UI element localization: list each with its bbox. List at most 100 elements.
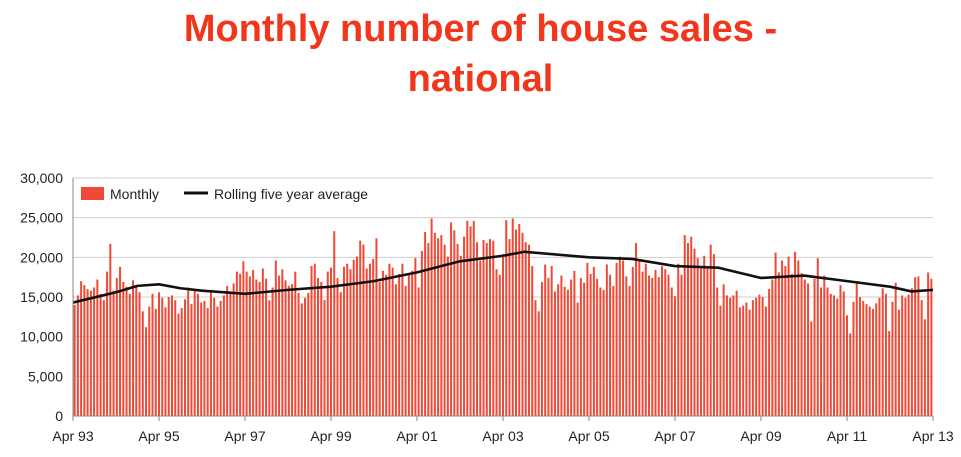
bar-monthly bbox=[505, 220, 508, 416]
bar-monthly bbox=[187, 287, 190, 416]
bar-monthly bbox=[213, 297, 216, 416]
bar-monthly bbox=[878, 297, 881, 416]
bar-monthly bbox=[635, 243, 638, 416]
bar-monthly bbox=[589, 273, 592, 416]
bar-monthly bbox=[346, 263, 349, 416]
bar-monthly bbox=[437, 238, 440, 416]
rolling-average-line bbox=[72, 250, 934, 304]
bar-monthly bbox=[628, 285, 631, 416]
bar-monthly bbox=[849, 333, 852, 416]
bar-monthly bbox=[274, 260, 277, 416]
x-tick-label: Apr 07 bbox=[654, 428, 695, 444]
bar-monthly bbox=[193, 290, 196, 416]
bar-monthly bbox=[102, 300, 105, 416]
y-tick-label: 5,000 bbox=[28, 368, 63, 384]
bar-monthly bbox=[914, 277, 917, 416]
bar-monthly bbox=[459, 255, 462, 416]
x-tick-label: Apr 93 bbox=[52, 428, 93, 444]
bar-monthly bbox=[109, 243, 112, 416]
bar-monthly bbox=[560, 275, 563, 416]
bar-monthly bbox=[910, 288, 913, 416]
bar-monthly bbox=[725, 295, 728, 416]
bar-monthly bbox=[135, 285, 138, 416]
bar-monthly bbox=[183, 299, 186, 416]
bar-monthly bbox=[485, 243, 488, 416]
bar-monthly bbox=[738, 307, 741, 416]
bar-monthly bbox=[553, 291, 556, 416]
bar-monthly bbox=[816, 258, 819, 416]
bar-monthly bbox=[612, 285, 615, 416]
bar-monthly bbox=[495, 269, 498, 416]
bar-monthly bbox=[771, 279, 774, 416]
bar-monthly bbox=[667, 274, 670, 416]
bar-monthly bbox=[823, 275, 826, 416]
bar-monthly bbox=[693, 248, 696, 416]
bar-monthly bbox=[576, 302, 579, 416]
bar-monthly bbox=[820, 287, 823, 416]
bar-monthly bbox=[800, 273, 803, 416]
bar-monthly bbox=[482, 239, 485, 416]
bar-monthly bbox=[216, 306, 219, 416]
x-tick-label: Apr 99 bbox=[310, 428, 351, 444]
bar-monthly bbox=[855, 282, 858, 416]
bar-monthly bbox=[930, 278, 933, 416]
bar-monthly bbox=[287, 285, 290, 416]
bar-monthly bbox=[722, 284, 725, 416]
bar-monthly bbox=[742, 305, 745, 416]
bar-monthly bbox=[145, 327, 148, 416]
bar-monthly bbox=[466, 220, 469, 416]
bar-monthly bbox=[709, 244, 712, 416]
bar-monthly bbox=[196, 293, 199, 416]
bar-monthly bbox=[803, 279, 806, 416]
chart-title-line-1: Monthly number of house sales - bbox=[183, 8, 778, 50]
x-tick-label: Apr 95 bbox=[138, 428, 179, 444]
bar-monthly bbox=[651, 277, 654, 416]
bar-monthly bbox=[271, 287, 274, 416]
x-tick-label: Apr 01 bbox=[396, 428, 437, 444]
bar-monthly bbox=[349, 269, 352, 416]
bar-monthly bbox=[336, 277, 339, 416]
bar-monthly bbox=[891, 301, 894, 416]
legend-monthly-swatch bbox=[81, 187, 104, 200]
bar-monthly bbox=[242, 261, 245, 416]
rolling-average-line-group bbox=[72, 250, 934, 304]
bar-monthly bbox=[888, 331, 891, 416]
bar-monthly bbox=[833, 295, 836, 416]
bar-monthly bbox=[557, 284, 560, 416]
bar-monthly bbox=[696, 258, 699, 416]
legend: Monthly Rolling five year average bbox=[81, 186, 368, 202]
bar-monthly bbox=[550, 266, 553, 416]
bar-monthly bbox=[138, 292, 141, 416]
bar-monthly bbox=[547, 277, 550, 416]
bar-monthly bbox=[813, 278, 816, 416]
bar-monthly bbox=[469, 226, 472, 416]
bar-monthly bbox=[489, 239, 492, 416]
bar-monthly bbox=[203, 300, 206, 416]
bar-monthly bbox=[265, 278, 268, 416]
y-tick-label: 25,000 bbox=[20, 210, 63, 226]
bar-monthly bbox=[596, 278, 599, 416]
bar-monthly bbox=[514, 229, 517, 416]
bar-monthly bbox=[86, 289, 89, 416]
bar-monthly bbox=[807, 283, 810, 416]
bar-monthly bbox=[427, 243, 430, 416]
bar-monthly bbox=[680, 274, 683, 416]
bar-monthly bbox=[132, 280, 135, 416]
bar-monthly bbox=[670, 287, 673, 416]
bar-monthly bbox=[719, 305, 722, 416]
bar-monthly bbox=[174, 300, 177, 416]
x-tick-label: Apr 09 bbox=[740, 428, 781, 444]
bar-monthly bbox=[359, 240, 362, 416]
bar-monthly bbox=[424, 231, 427, 416]
bar-monthly bbox=[310, 266, 313, 416]
bar-monthly bbox=[463, 236, 466, 416]
bar-monthly bbox=[430, 218, 433, 416]
bar-monthly bbox=[638, 260, 641, 416]
bar-monthly bbox=[420, 250, 423, 416]
bar-monthly bbox=[394, 284, 397, 416]
bar-monthly bbox=[790, 273, 793, 416]
bar-monthly bbox=[686, 243, 689, 416]
bar-monthly bbox=[518, 224, 521, 416]
bar-monthly bbox=[894, 282, 897, 416]
bar-monthly bbox=[232, 283, 235, 416]
